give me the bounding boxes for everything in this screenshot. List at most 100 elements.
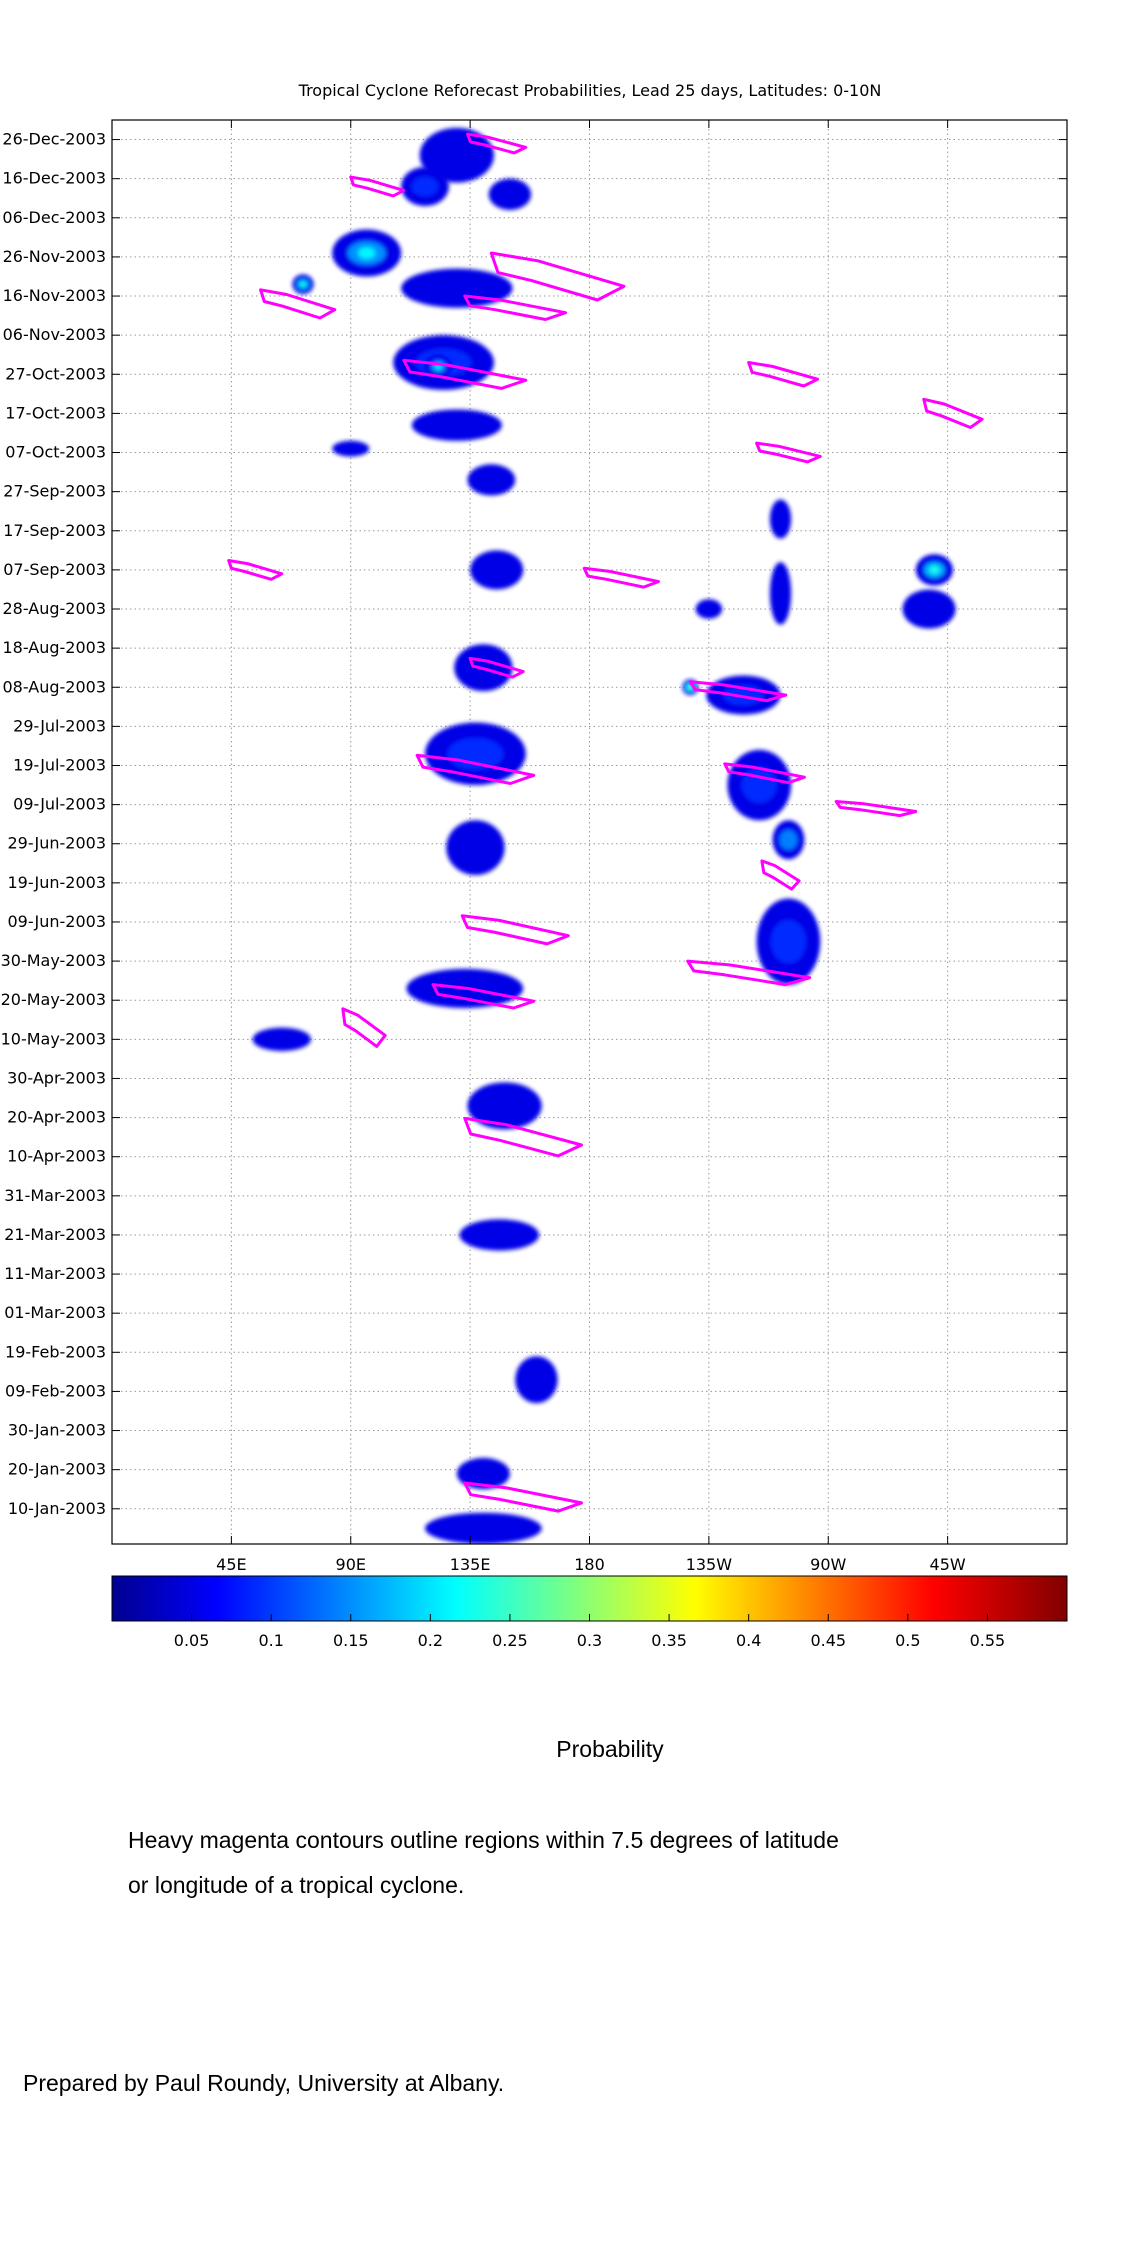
tc-contour <box>341 1007 387 1048</box>
y-tick-label: 10-Apr-2003 <box>7 1147 106 1166</box>
tc-contour <box>747 361 820 388</box>
probability-region <box>459 1219 540 1251</box>
colorbar-tick-label: 0.4 <box>736 1631 761 1650</box>
y-tick-label: 20-Jan-2003 <box>8 1460 106 1479</box>
colorbar-tick-label: 0.45 <box>810 1631 846 1650</box>
probability-region-outer <box>252 1027 311 1052</box>
x-tick-label: 45W <box>930 1555 966 1574</box>
tc-contour <box>463 1481 583 1513</box>
gridlines <box>112 120 1067 1544</box>
y-tick-label: 26-Nov-2003 <box>3 247 106 266</box>
y-tick-label: 30-May-2003 <box>1 951 106 970</box>
y-tick-label: 08-Aug-2003 <box>2 677 106 696</box>
colorbar-tick-label: 0.5 <box>895 1631 920 1650</box>
probability-region <box>332 229 402 277</box>
x-tick-label: 90E <box>336 1555 366 1574</box>
colorbar-label: Probability <box>556 1736 664 1762</box>
probability-region <box>695 599 723 619</box>
x-tick-label: 135W <box>686 1555 733 1574</box>
probability-region-outer <box>470 550 524 590</box>
y-tick-label: 17-Oct-2003 <box>5 403 106 422</box>
probability-region-outer <box>456 1457 510 1490</box>
tc-contour <box>468 656 525 679</box>
probability-region <box>401 166 449 207</box>
note-line-1: Heavy magenta contours outline regions w… <box>128 1827 839 1853</box>
colorbar-tick-label: 0.2 <box>418 1631 443 1650</box>
y-tick-label: 21-Mar-2003 <box>4 1225 106 1244</box>
contour-note: Heavy magenta contours outline regions w… <box>128 1818 1028 1908</box>
tc-contour <box>489 251 626 302</box>
probability-region <box>902 589 956 629</box>
probability-region-core <box>741 767 777 803</box>
tc-contour <box>582 566 660 589</box>
probability-region-peak <box>929 565 940 574</box>
y-tick-label: 19-Jul-2003 <box>13 755 106 774</box>
y-tick-label: 18-Aug-2003 <box>2 638 106 657</box>
tc-contour <box>415 753 536 785</box>
y-tick-label: 09-Jun-2003 <box>7 912 106 931</box>
probability-region-outer <box>459 1219 540 1251</box>
credit-line: Prepared by Paul Roundy, University at A… <box>23 2070 505 2096</box>
y-tick-label: 29-Jul-2003 <box>13 716 106 735</box>
y-tick-label: 06-Nov-2003 <box>3 325 106 344</box>
probability-region-outer <box>769 562 792 625</box>
y-tick-label: 01-Mar-2003 <box>4 1303 106 1322</box>
tc-contour <box>922 397 984 429</box>
y-tick-label: 30-Apr-2003 <box>7 1068 106 1087</box>
colorbar-tick-label: 0.55 <box>970 1631 1006 1650</box>
y-tick-label: 11-Mar-2003 <box>4 1264 106 1283</box>
tc-contour <box>466 132 528 155</box>
probability-region <box>401 268 513 308</box>
y-tick-label: 19-Jun-2003 <box>7 873 106 892</box>
colorbar-tick-label: 0.35 <box>651 1631 687 1650</box>
probability-region-core <box>779 830 798 850</box>
probability-region <box>411 409 502 441</box>
tc-contour <box>402 358 528 390</box>
y-tick-label: 29-Jun-2003 <box>7 834 106 853</box>
probability-region-outer <box>902 589 956 629</box>
probability-region <box>446 820 505 876</box>
y-tick-label: 26-Dec-2003 <box>2 130 106 149</box>
tc-contour <box>460 914 570 946</box>
tc-contour <box>349 175 406 198</box>
tc-contour <box>227 559 284 581</box>
probability-region <box>292 274 314 295</box>
probability-region <box>467 464 516 496</box>
tc-contour <box>259 288 337 320</box>
colorbar-tick-label: 0.15 <box>333 1631 369 1650</box>
probability-region <box>706 675 781 715</box>
probability-region <box>772 820 805 860</box>
y-tick-label: 20-May-2003 <box>1 990 106 1009</box>
probability-region-outer <box>332 440 370 457</box>
x-tick-label: 90W <box>810 1555 846 1574</box>
x-tick-label: 180 <box>574 1555 605 1574</box>
probability-region-outer <box>411 409 502 441</box>
probability-region-outer <box>695 599 723 619</box>
probability-region-core <box>770 920 806 964</box>
probability-region-outer <box>769 499 792 539</box>
probability-region <box>769 562 792 625</box>
y-tick-label: 28-Aug-2003 <box>2 599 106 618</box>
y-tick-label: 07-Sep-2003 <box>3 560 106 579</box>
y-tick-label: 19-Feb-2003 <box>5 1342 106 1361</box>
probability-region <box>456 1457 510 1490</box>
probability-region-peak <box>358 247 376 259</box>
y-tick-label: 31-Mar-2003 <box>4 1186 106 1205</box>
tc-contour <box>755 441 822 464</box>
probability-region <box>769 499 792 539</box>
x-tick-label: 45E <box>216 1555 246 1574</box>
probability-region-outer <box>515 1356 558 1404</box>
y-tick-label: 10-Jan-2003 <box>8 1499 106 1518</box>
tropical-cyclone-contours <box>227 132 984 1513</box>
tc-contour <box>760 859 801 891</box>
x-axis: 45E 90E 135E 180 135W 90W 45W <box>216 120 966 1574</box>
probability-region-peak <box>300 281 306 287</box>
colorbar-ticks: 0.05 0.1 0.15 0.2 0.25 0.3 0.35 0.4 0.45 0.5 0.55 <box>174 1614 1005 1650</box>
y-tick-label: 07-Oct-2003 <box>5 443 106 462</box>
probability-region <box>252 1027 311 1052</box>
tc-contour <box>686 959 812 987</box>
y-tick-label: 09-Jul-2003 <box>13 795 106 814</box>
x-tick-label: 135E <box>450 1555 491 1574</box>
y-tick-label: 27-Oct-2003 <box>5 364 106 383</box>
probability-region-outer <box>446 820 505 876</box>
